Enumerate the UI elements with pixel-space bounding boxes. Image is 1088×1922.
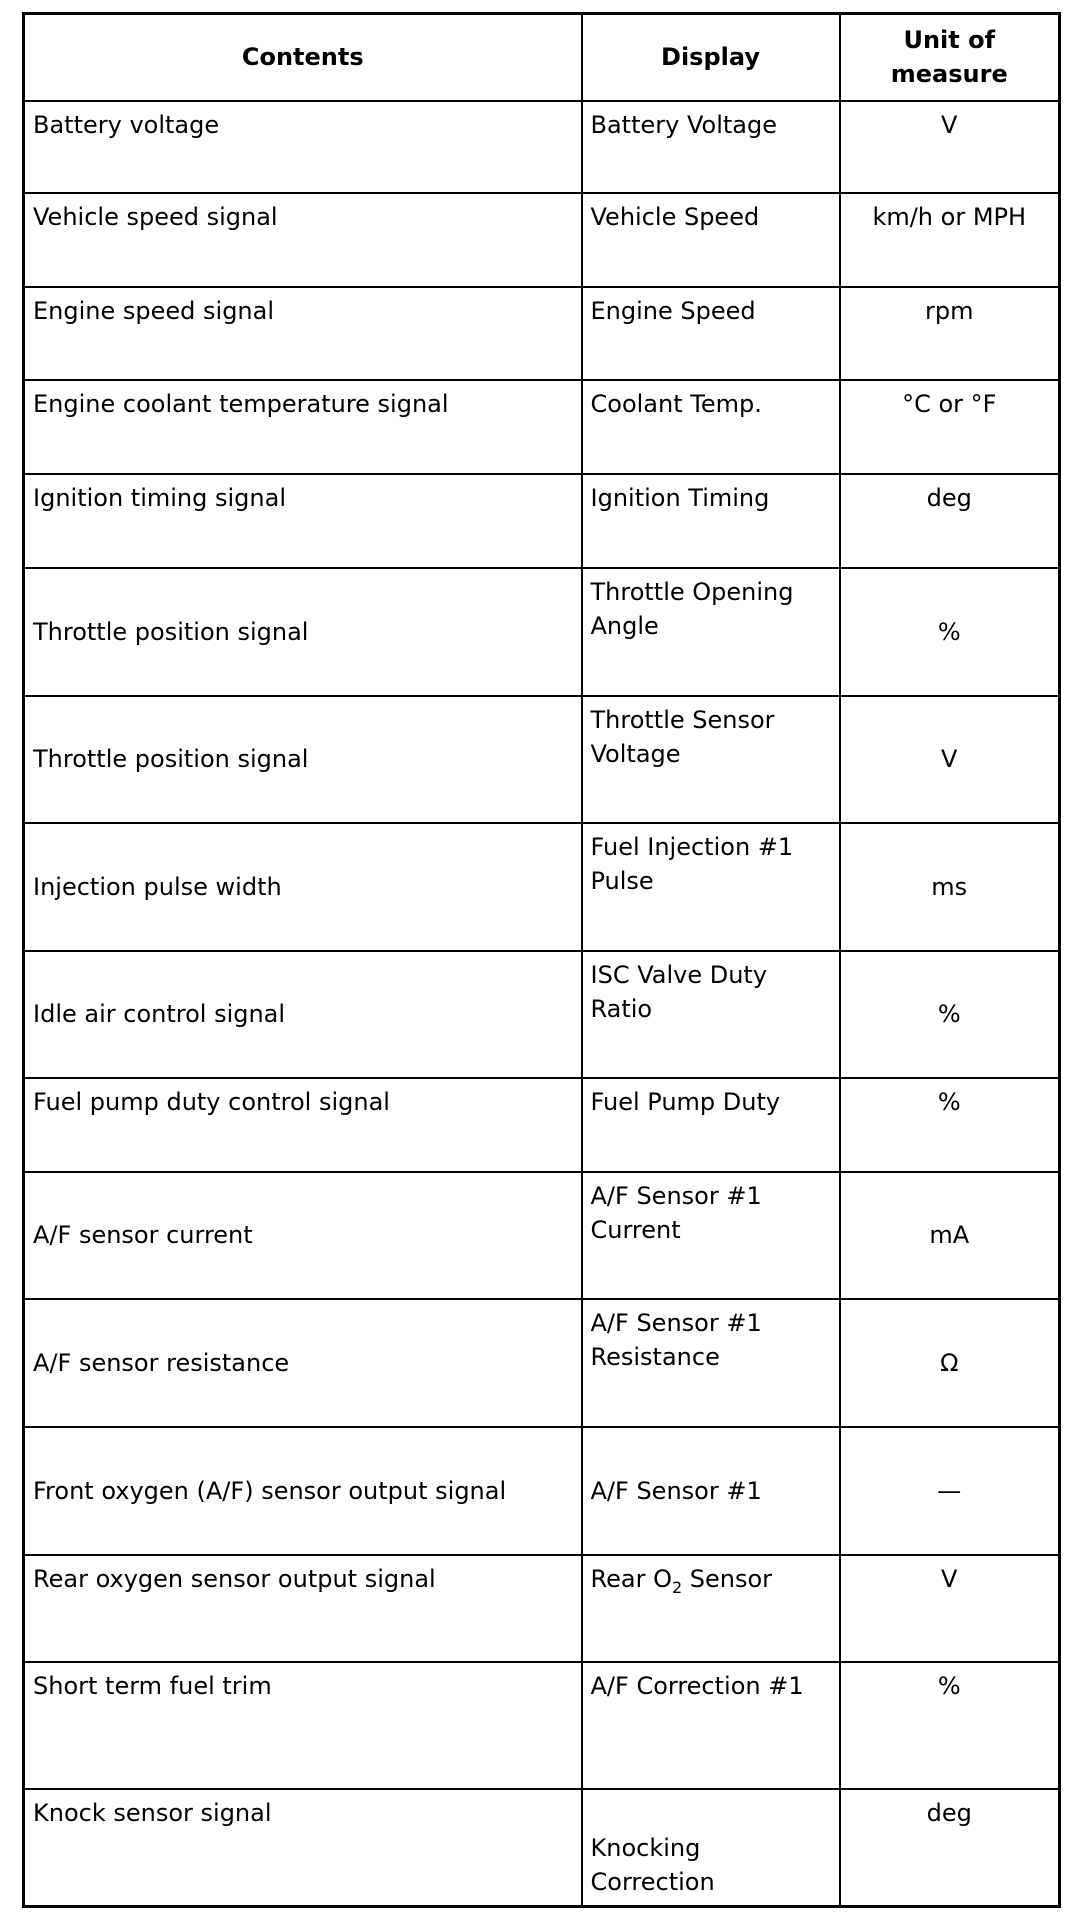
- cell-display: Knocking Correction: [580, 1787, 841, 1908]
- table-row: Front oxygen (A/F) sensor output signal A…: [22, 1425, 1061, 1556]
- cell-display: Ignition Timing: [580, 472, 841, 569]
- table-row: Injection pulse width Fuel Injection #1 P…: [22, 821, 1061, 952]
- cell-unit: °C or °F: [838, 378, 1061, 475]
- cell-display: Engine Speed: [580, 285, 841, 381]
- cell-display: Fuel Injection #1 Pulse: [580, 821, 841, 952]
- table-row: Engine coolant temperature signal Coolant…: [22, 378, 1061, 475]
- cell-unit: V: [838, 99, 1061, 194]
- header-row: Contents Display Unit of measure: [22, 12, 1061, 102]
- cell-display: Vehicle Speed: [580, 191, 841, 288]
- cell-contents: Engine coolant temperature signal: [22, 378, 583, 475]
- table-row: A/F sensor current A/F Sensor #1 Current m…: [22, 1170, 1061, 1300]
- cell-unit: —: [838, 1425, 1061, 1556]
- table-row: Battery voltage Battery Voltage V: [22, 99, 1061, 194]
- header-contents: Contents: [22, 12, 583, 102]
- cell-display: Fuel Pump Duty: [580, 1076, 841, 1173]
- cell-contents: Throttle position signal: [22, 566, 583, 697]
- cell-display: ISC Valve Duty Ratio: [580, 949, 841, 1079]
- cell-display: Battery Voltage: [580, 99, 841, 194]
- cell-unit: Ω: [838, 1297, 1061, 1428]
- cell-display: A/F Sensor #1 Current: [580, 1170, 841, 1300]
- cell-contents: A/F sensor current: [22, 1170, 583, 1300]
- cell-contents: Idle air control signal: [22, 949, 583, 1079]
- cell-display: Throttle Sensor Voltage: [580, 694, 841, 824]
- cell-display: Throttle Opening Angle: [580, 566, 841, 697]
- table-row: Knock sensor signal Knocking Correction de…: [22, 1787, 1061, 1908]
- display-part: Sensor: [682, 1564, 773, 1593]
- display-part: 2: [671, 1577, 683, 1597]
- cell-display: Coolant Temp.: [580, 378, 841, 475]
- cell-contents: Knock sensor signal: [22, 1787, 583, 1908]
- cell-display: A/F Sensor #1: [580, 1425, 841, 1556]
- cell-unit: mA: [838, 1170, 1061, 1300]
- table-row: Throttle position signal Throttle Opening…: [22, 566, 1061, 697]
- cell-contents: Front oxygen (A/F) sensor output signal: [22, 1425, 583, 1556]
- table-row: Engine speed signal Engine Speed rpm: [22, 285, 1061, 381]
- table-row: Throttle position signal Throttle Sensor …: [22, 694, 1061, 824]
- cell-unit: ms: [838, 821, 1061, 952]
- table-row: Idle air control signal ISC Valve Duty Ra…: [22, 949, 1061, 1079]
- cell-unit: rpm: [838, 285, 1061, 381]
- table-row: Ignition timing signal Ignition Timing deg: [22, 472, 1061, 569]
- table-row: Vehicle speed signal Vehicle Speed km/h or…: [22, 191, 1061, 288]
- cell-display: A/F Correction #1: [580, 1660, 841, 1790]
- table-row: Short term fuel trim A/F Correction #1%: [22, 1660, 1061, 1790]
- table-row: Rear oxygen sensor output signal Rear O2 …: [22, 1553, 1061, 1663]
- cell-unit: %: [838, 566, 1061, 697]
- display-part: Rear O: [590, 1564, 672, 1593]
- cell-contents: Short term fuel trim: [22, 1660, 583, 1790]
- data-table: Contents Display Unit of measure Battery…: [22, 12, 1061, 1908]
- table-row: Fuel pump duty control signal Fuel Pump D…: [22, 1076, 1061, 1173]
- cell-unit: deg: [838, 472, 1061, 569]
- cell-unit: V: [838, 1553, 1061, 1663]
- cell-contents: Throttle position signal: [22, 694, 583, 824]
- cell-contents: Rear oxygen sensor output signal: [22, 1553, 583, 1663]
- cell-unit: km/h or MPH: [838, 191, 1061, 288]
- cell-display: A/F Sensor #1 Resistance: [580, 1297, 841, 1428]
- header-unit: Unit of measure: [838, 12, 1061, 102]
- cell-unit: %: [838, 949, 1061, 1079]
- cell-unit: deg: [838, 1787, 1061, 1908]
- cell-contents: Injection pulse width: [22, 821, 583, 952]
- cell-contents: Ignition timing signal: [22, 472, 583, 569]
- cell-contents: Engine speed signal: [22, 285, 583, 381]
- cell-unit: %: [838, 1076, 1061, 1173]
- cell-contents: Battery voltage: [22, 99, 583, 194]
- cell-contents: A/F sensor resistance: [22, 1297, 583, 1428]
- cell-contents: Vehicle speed signal: [22, 191, 583, 288]
- table-row: A/F sensor resistance A/F Sensor #1 Resis…: [22, 1297, 1061, 1428]
- cell-display: Rear O2 Sensor: [580, 1553, 841, 1663]
- cell-unit: V: [838, 694, 1061, 824]
- cell-unit: %: [838, 1660, 1061, 1790]
- cell-contents: Fuel pump duty control signal: [22, 1076, 583, 1173]
- header-display: Display: [580, 12, 841, 102]
